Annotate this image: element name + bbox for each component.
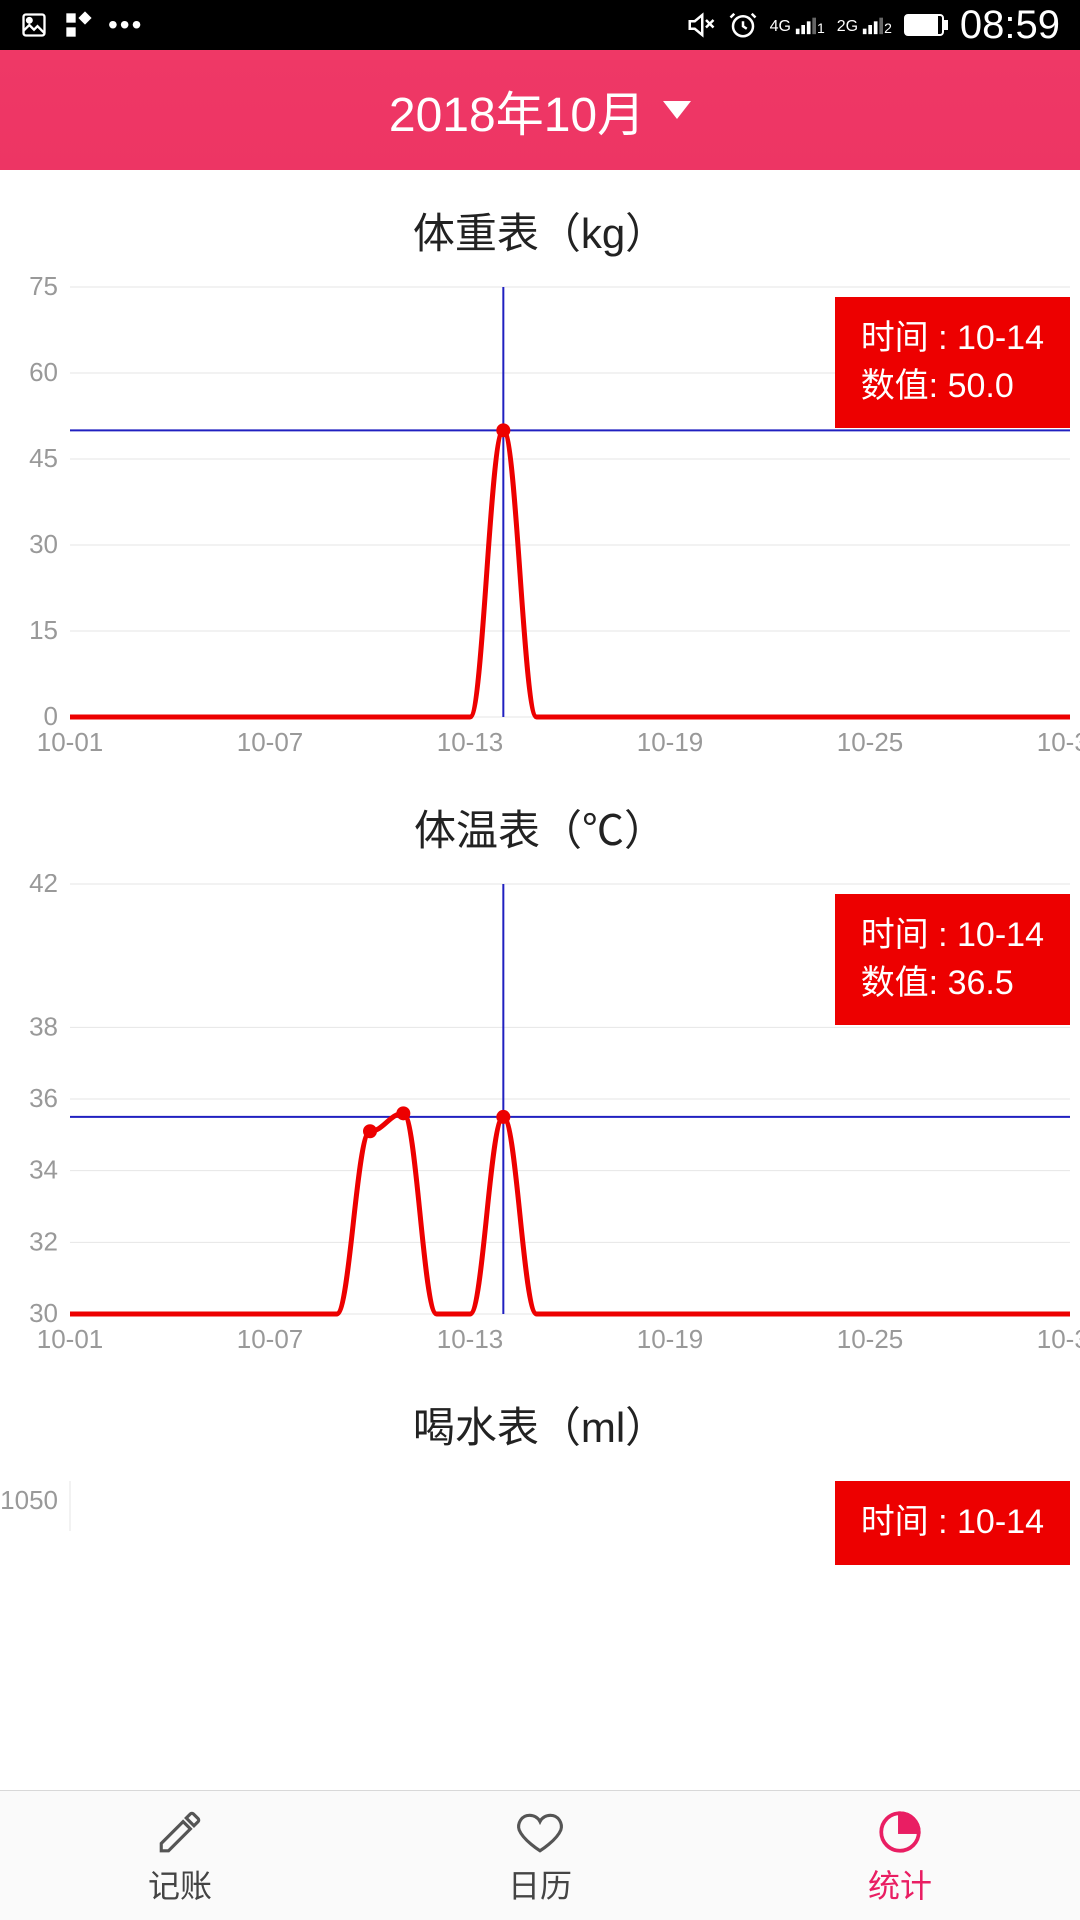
svg-text:60: 60	[29, 357, 58, 387]
alarm-icon	[728, 10, 758, 40]
content-scroll[interactable]: 体重表（kg） 0153045607510-0110-0710-1310-191…	[0, 170, 1080, 1790]
nav-label-calendar: 日历	[508, 1861, 572, 1907]
temperature-chart-title: 体温表（℃）	[0, 787, 1080, 874]
weight-chart-title: 体重表（kg）	[0, 190, 1080, 277]
water-chart-block: 喝水表（ml） 1050时间 : 10-14	[0, 1364, 1080, 1531]
svg-text:10-25: 10-25	[837, 727, 904, 757]
svg-text:10-07: 10-07	[237, 727, 304, 757]
status-left: •••	[20, 9, 143, 41]
nav-label-ledger: 记账	[148, 1861, 212, 1907]
pie-icon	[875, 1805, 925, 1859]
signal-2: 2G 2	[837, 14, 892, 36]
svg-text:10-19: 10-19	[637, 1324, 704, 1354]
weight-chart-block: 体重表（kg） 0153045607510-0110-0710-1310-191…	[0, 170, 1080, 767]
status-bar: ••• 4G 1 2G 2 08:59	[0, 0, 1080, 50]
svg-text:38: 38	[29, 1011, 58, 1041]
app-header: 2018年10月	[0, 50, 1080, 170]
status-time: 08:59	[960, 3, 1060, 48]
more-icon: •••	[108, 9, 143, 41]
svg-text:45: 45	[29, 443, 58, 473]
bottom-nav: 记账 日历 统计	[0, 1790, 1080, 1920]
svg-text:10-25: 10-25	[837, 1324, 904, 1354]
status-right: 4G 1 2G 2 08:59	[686, 3, 1060, 48]
svg-text:10-01: 10-01	[37, 727, 104, 757]
svg-text:75: 75	[29, 277, 58, 301]
water-chart[interactable]: 1050时间 : 10-14	[0, 1471, 1080, 1531]
temperature-chart[interactable]: 30323436384210-0110-0710-1310-1910-2510-…	[0, 874, 1080, 1364]
battery-icon	[904, 14, 948, 36]
svg-text:10-31: 10-31	[1037, 1324, 1080, 1354]
svg-text:10-13: 10-13	[437, 1324, 504, 1354]
svg-text:15: 15	[29, 615, 58, 645]
svg-text:1050: 1050	[0, 1485, 58, 1515]
chart-tooltip: 时间 : 10-14	[835, 1481, 1070, 1565]
chart-tooltip: 时间 : 10-14数值: 36.5	[835, 894, 1070, 1025]
nav-item-ledger[interactable]: 记账	[0, 1791, 360, 1920]
image-icon	[20, 11, 48, 39]
apps-icon	[64, 11, 92, 39]
svg-text:10-19: 10-19	[637, 727, 704, 757]
mute-icon	[686, 10, 716, 40]
svg-text:36: 36	[29, 1083, 58, 1113]
svg-text:10-01: 10-01	[37, 1324, 104, 1354]
svg-text:34: 34	[29, 1155, 58, 1185]
heart-icon	[515, 1805, 565, 1859]
nav-item-stats[interactable]: 统计	[720, 1791, 1080, 1920]
svg-text:10-13: 10-13	[437, 727, 504, 757]
chart-tooltip: 时间 : 10-14数值: 50.0	[835, 297, 1070, 428]
nav-label-stats: 统计	[868, 1861, 932, 1907]
month-selector[interactable]: 2018年10月	[389, 75, 645, 145]
nav-item-calendar[interactable]: 日历	[360, 1791, 720, 1920]
water-chart-title: 喝水表（ml）	[0, 1384, 1080, 1471]
signal-1: 4G 1	[770, 14, 825, 36]
svg-text:30: 30	[29, 529, 58, 559]
svg-text:42: 42	[29, 874, 58, 898]
svg-text:10-07: 10-07	[237, 1324, 304, 1354]
svg-text:10-31: 10-31	[1037, 727, 1080, 757]
weight-chart[interactable]: 0153045607510-0110-0710-1310-1910-2510-3…	[0, 277, 1080, 767]
chevron-down-icon[interactable]	[663, 101, 691, 119]
svg-text:32: 32	[29, 1226, 58, 1256]
temperature-chart-block: 体温表（℃） 30323436384210-0110-0710-1310-191…	[0, 767, 1080, 1364]
pencil-icon	[155, 1805, 205, 1859]
